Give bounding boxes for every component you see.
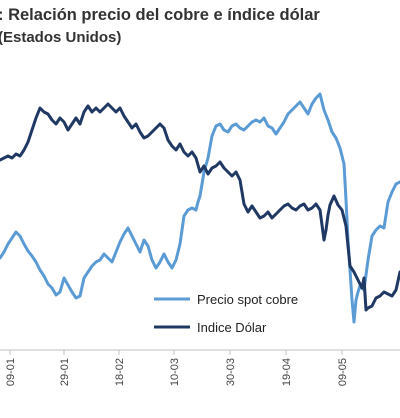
- series-line-indice-dolar: [0, 102, 400, 312]
- x-tick-label: 18-02: [114, 358, 126, 386]
- x-tick-label: 19-04: [281, 358, 293, 386]
- legend-label-indice-dolar: Indice Dólar: [197, 320, 267, 335]
- series-layer: [0, 92, 400, 324]
- x-tick-label: 10-03: [169, 358, 181, 386]
- title-block: : Relación precio del cobre e índice dól…: [0, 4, 400, 48]
- x-tick-label: 09-05: [337, 358, 349, 386]
- legend-label-precio-spot-cobre: Precio spot cobre: [197, 292, 298, 307]
- x-tick-label: 09-01: [5, 358, 17, 386]
- chart-subtitle: (Estados Unidos): [0, 29, 122, 46]
- x-tick-label: 30-03: [225, 358, 237, 386]
- chart-title: : Relación precio del cobre e índice dól…: [0, 6, 320, 24]
- legend: Precio spot cobre Indice Dólar: [154, 292, 298, 335]
- x-axis-ticks: 09-01 29-01 18-02 10-03 30-03 19-04 09-05: [5, 350, 349, 386]
- x-tick-label: 29-01: [59, 358, 71, 386]
